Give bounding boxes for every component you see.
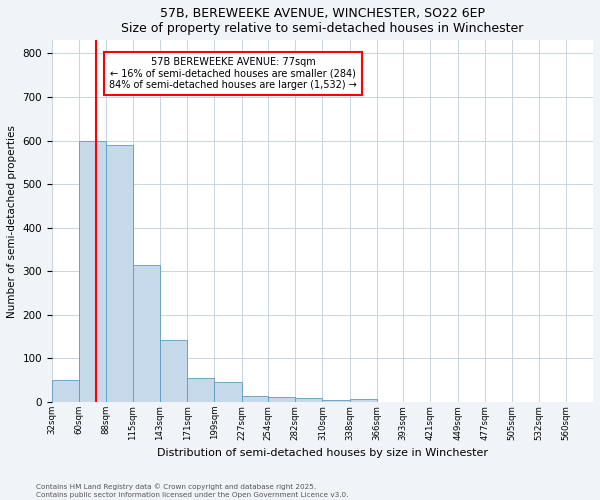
- Bar: [350, 399, 377, 402]
- Bar: [133, 265, 160, 402]
- Bar: [242, 396, 268, 402]
- Bar: [52, 380, 79, 402]
- Bar: [160, 340, 187, 402]
- Bar: [214, 382, 242, 402]
- X-axis label: Distribution of semi-detached houses by size in Winchester: Distribution of semi-detached houses by …: [157, 448, 488, 458]
- Bar: [322, 400, 350, 402]
- Bar: [295, 398, 322, 402]
- Text: 57B BEREWEEKE AVENUE: 77sqm
← 16% of semi-detached houses are smaller (284)
84% : 57B BEREWEEKE AVENUE: 77sqm ← 16% of sem…: [109, 56, 357, 90]
- Bar: [268, 397, 295, 402]
- Bar: [106, 145, 133, 402]
- Y-axis label: Number of semi-detached properties: Number of semi-detached properties: [7, 124, 17, 318]
- Title: 57B, BEREWEEKE AVENUE, WINCHESTER, SO22 6EP
Size of property relative to semi-de: 57B, BEREWEEKE AVENUE, WINCHESTER, SO22 …: [121, 7, 524, 35]
- Bar: [79, 140, 106, 402]
- Bar: [187, 378, 214, 402]
- Text: Contains HM Land Registry data © Crown copyright and database right 2025.
Contai: Contains HM Land Registry data © Crown c…: [36, 484, 349, 498]
